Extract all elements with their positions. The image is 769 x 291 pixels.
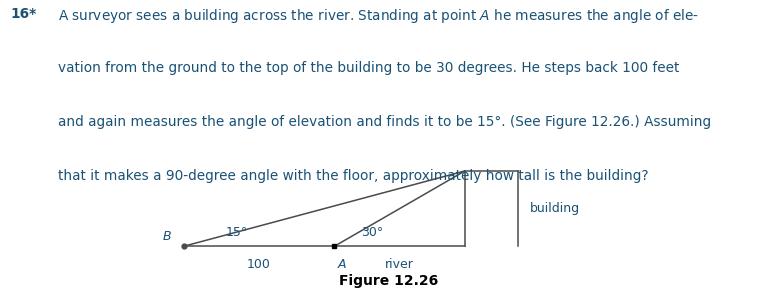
Text: B: B [163,230,171,243]
Text: A: A [338,258,346,271]
Text: that it makes a 90-degree angle with the floor, approximately how tall is the bu: that it makes a 90-degree angle with the… [58,169,649,183]
Text: 16*: 16* [10,7,36,21]
Text: vation from the ground to the top of the building to be 30 degrees. He steps bac: vation from the ground to the top of the… [58,61,680,75]
Text: and again measures the angle of elevation and finds it to be 15°. (See Figure 12: and again measures the angle of elevatio… [58,115,711,129]
Text: 100: 100 [247,258,271,271]
Text: 30°: 30° [361,226,384,239]
Text: 15°: 15° [226,226,248,239]
Text: A surveyor sees a building across the river. Standing at point $A$ he measures t: A surveyor sees a building across the ri… [58,7,700,25]
Text: Figure 12.26: Figure 12.26 [338,274,438,288]
Text: building: building [530,202,580,215]
Text: river: river [385,258,414,271]
